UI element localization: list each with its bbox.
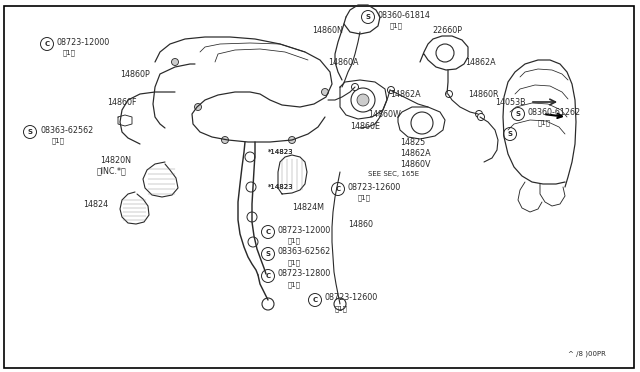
Text: 08723-12600: 08723-12600: [325, 294, 378, 302]
Text: 14860E: 14860E: [350, 122, 380, 131]
Text: 08723-12000: 08723-12000: [56, 38, 109, 46]
Text: 14860F: 14860F: [107, 97, 136, 106]
Text: *14823: *14823: [268, 184, 294, 190]
Text: 14860V: 14860V: [400, 160, 431, 169]
Circle shape: [321, 89, 328, 96]
Circle shape: [195, 103, 202, 110]
Text: C: C: [312, 297, 317, 303]
Text: 14860N: 14860N: [312, 26, 343, 35]
Text: （INC.*）: （INC.*）: [97, 167, 127, 176]
Text: *14823: *14823: [268, 149, 294, 155]
Text: S: S: [266, 251, 271, 257]
Text: 〈1〉: 〈1〉: [63, 50, 76, 56]
Text: S: S: [515, 111, 520, 117]
Text: 08360-61814: 08360-61814: [378, 10, 431, 19]
Text: *14823: *14823: [268, 184, 294, 190]
Circle shape: [387, 87, 394, 93]
Circle shape: [476, 110, 483, 118]
Text: 14824: 14824: [83, 199, 108, 208]
Text: ^ /8 )00PR: ^ /8 )00PR: [568, 351, 606, 357]
Circle shape: [351, 83, 358, 90]
Circle shape: [172, 58, 179, 65]
Circle shape: [289, 137, 296, 144]
Text: 14860: 14860: [348, 219, 373, 228]
Text: 08723-12600: 08723-12600: [348, 183, 401, 192]
Text: 14825: 14825: [400, 138, 425, 147]
Text: C: C: [266, 229, 271, 235]
Circle shape: [246, 182, 256, 192]
Text: *14823: *14823: [268, 149, 294, 155]
Text: S: S: [508, 131, 513, 137]
Text: 14860R: 14860R: [468, 90, 499, 99]
Text: 〈1〉: 〈1〉: [358, 195, 371, 201]
Text: S: S: [365, 14, 371, 20]
Text: 14824M: 14824M: [292, 202, 324, 212]
Text: 08363-62562: 08363-62562: [40, 125, 93, 135]
Text: 14820N: 14820N: [100, 155, 131, 164]
Circle shape: [357, 94, 369, 106]
Text: 08723-12800: 08723-12800: [278, 269, 332, 279]
Text: 08363-62562: 08363-62562: [278, 247, 332, 257]
Text: C: C: [266, 273, 271, 279]
Text: SEE SEC, 165E: SEE SEC, 165E: [368, 171, 419, 177]
Text: 〈1〉: 〈1〉: [288, 238, 301, 244]
Text: 〈1〉: 〈1〉: [538, 120, 551, 126]
Text: 〈1〉: 〈1〉: [288, 282, 301, 288]
Circle shape: [221, 137, 228, 144]
Circle shape: [334, 298, 346, 310]
Circle shape: [477, 113, 484, 121]
Text: S: S: [28, 129, 33, 135]
Text: 〈1〉: 〈1〉: [390, 23, 403, 29]
Text: 14860W: 14860W: [368, 109, 401, 119]
Text: 08723-12000: 08723-12000: [278, 225, 332, 234]
Text: 〈1〉: 〈1〉: [335, 306, 348, 312]
Text: 14862A: 14862A: [465, 58, 495, 67]
Circle shape: [445, 90, 452, 97]
Text: 14053B: 14053B: [495, 97, 525, 106]
Text: 〈1〉: 〈1〉: [288, 260, 301, 266]
Text: 〈1〉: 〈1〉: [52, 138, 65, 144]
Text: C: C: [335, 186, 340, 192]
Text: C: C: [44, 41, 49, 47]
Text: 14860A: 14860A: [328, 58, 358, 67]
Circle shape: [245, 152, 255, 162]
Text: 14862A: 14862A: [390, 90, 420, 99]
Circle shape: [248, 237, 258, 247]
Text: 22660P: 22660P: [432, 26, 462, 35]
Text: 08360-61262: 08360-61262: [528, 108, 581, 116]
Circle shape: [247, 212, 257, 222]
Text: 14860P: 14860P: [120, 70, 150, 78]
Circle shape: [262, 298, 274, 310]
Text: 14862A: 14862A: [400, 148, 431, 157]
